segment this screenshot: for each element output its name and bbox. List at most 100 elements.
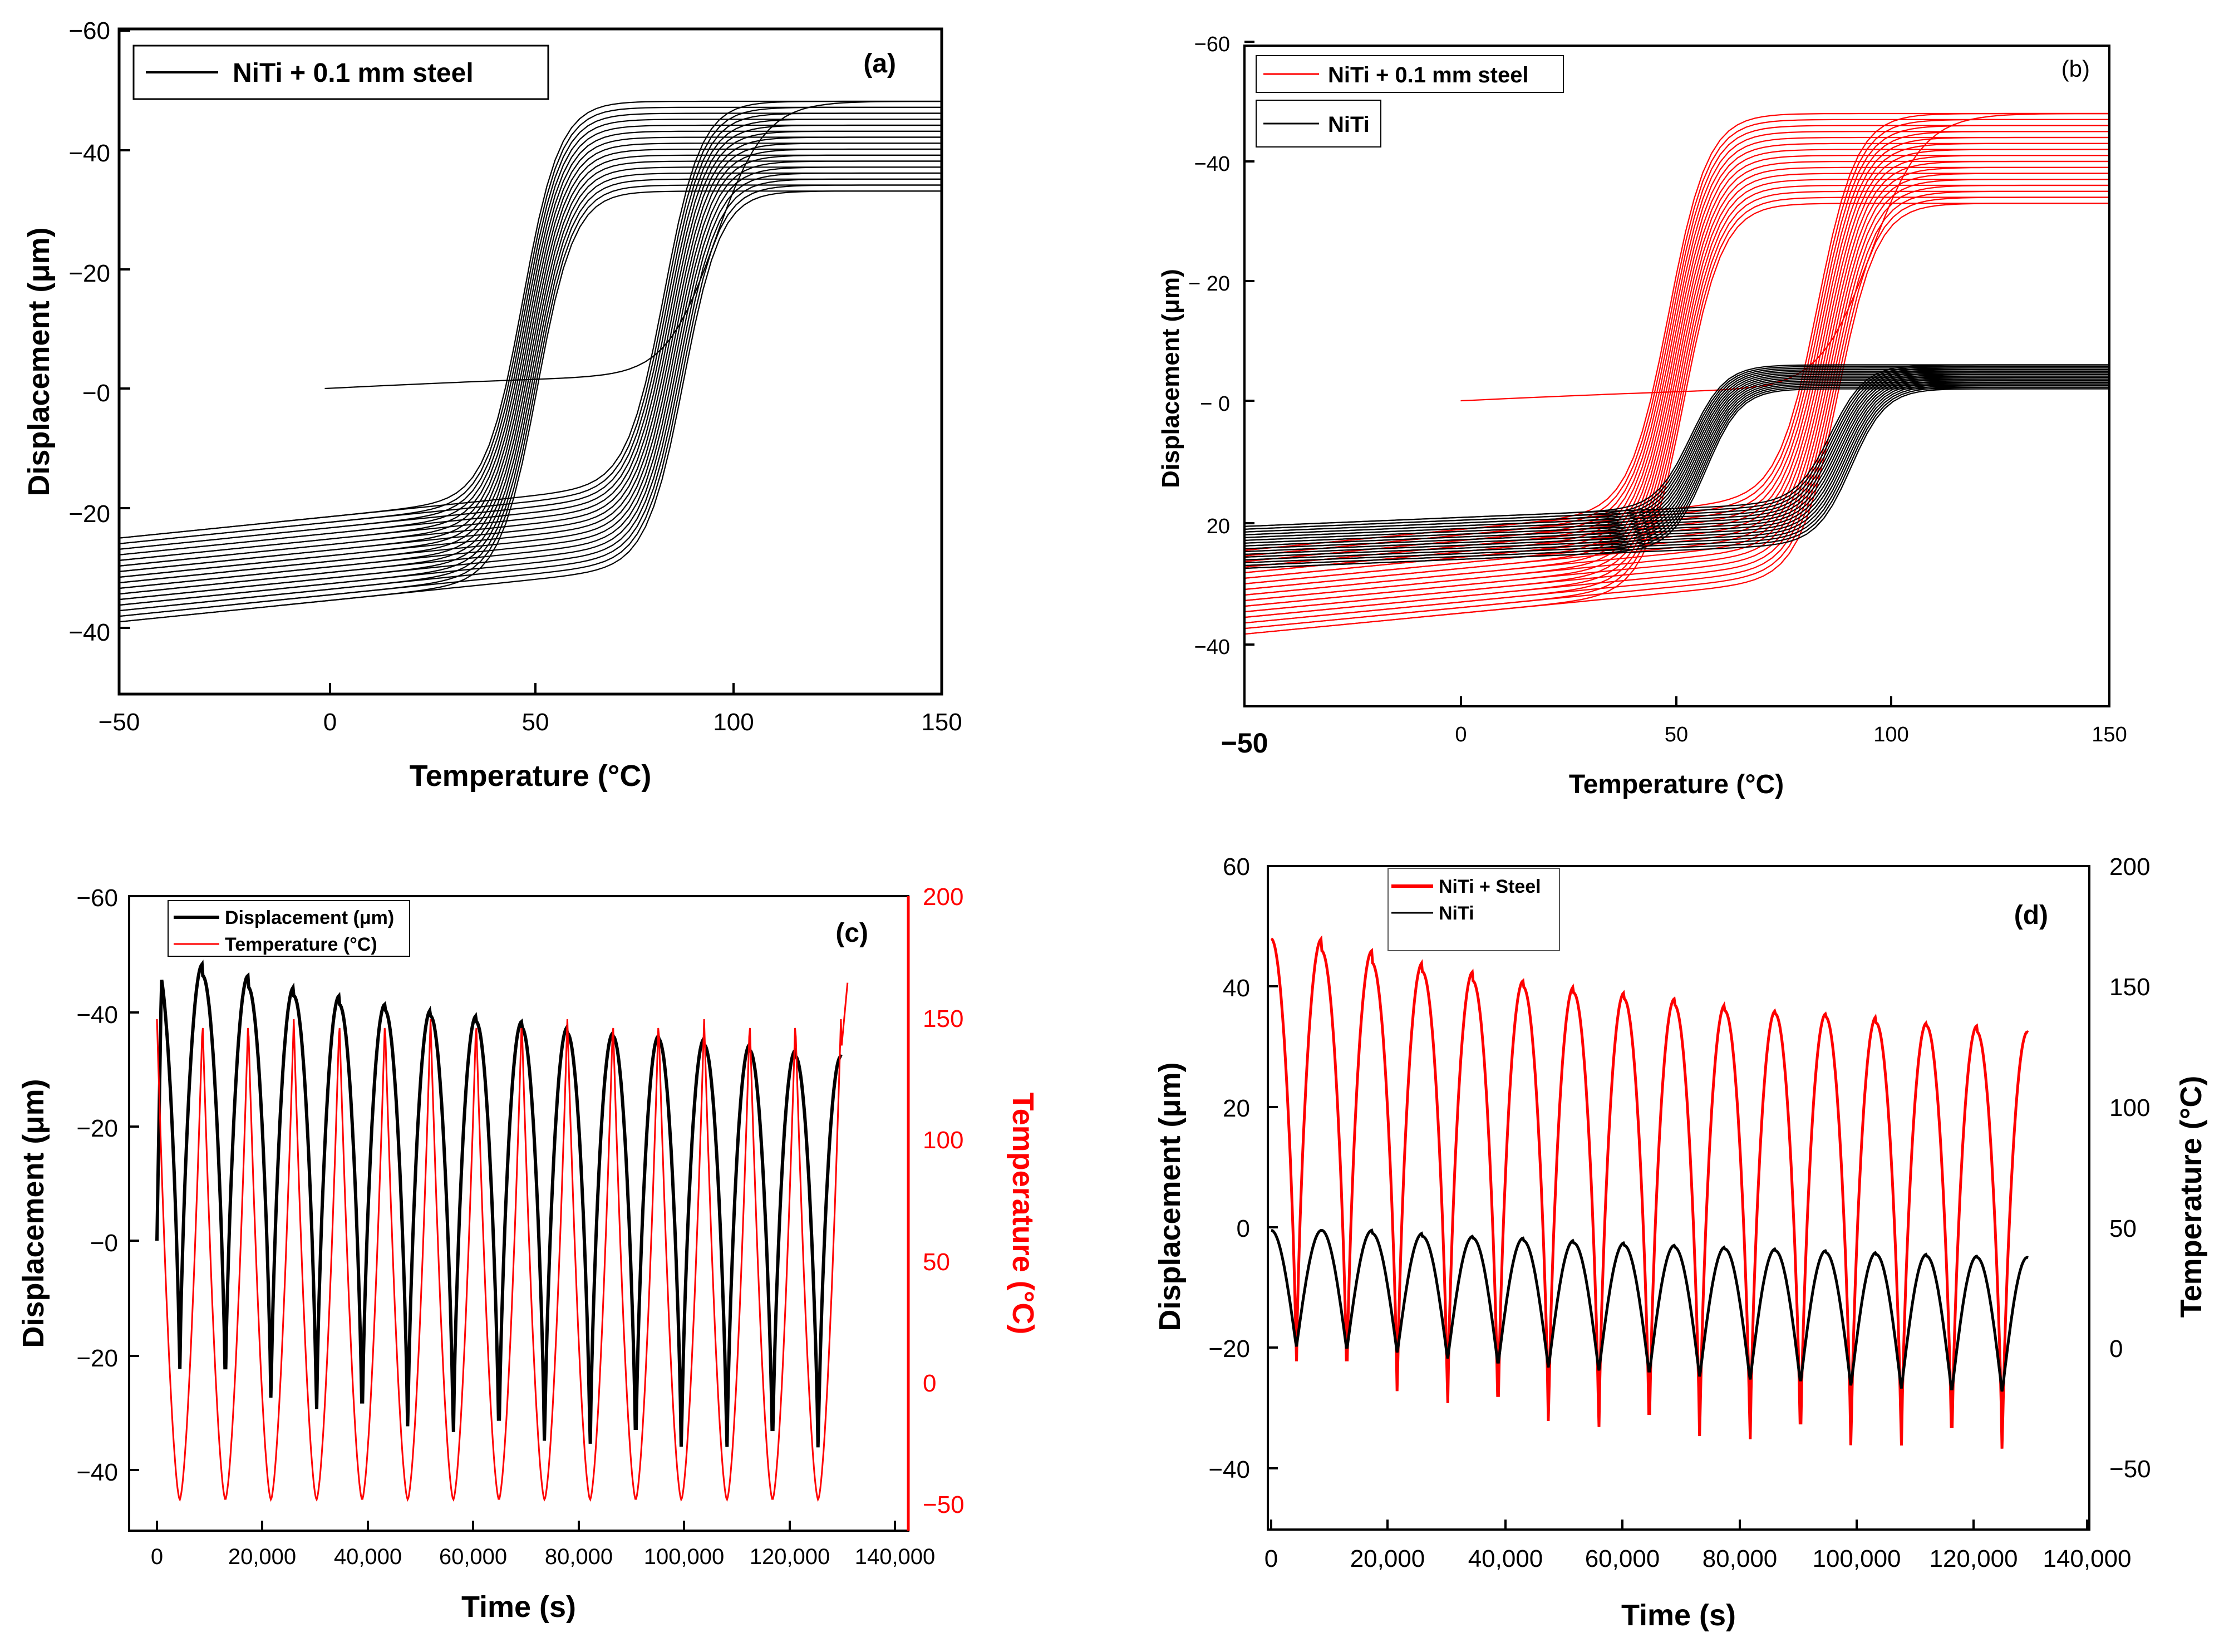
c-displacement-line xyxy=(155,960,843,1448)
a-cooling-curve-12 xyxy=(119,172,942,606)
b-ytick-0: −60 xyxy=(1194,33,1230,56)
c-xtick-4: 80,000 xyxy=(545,1545,613,1569)
b-steel-cooling-curve-12 xyxy=(1244,184,2109,618)
b-legend: NiTi + 0.1 mm steel NiTi xyxy=(1256,55,1564,148)
c-xtick-6: 120,000 xyxy=(750,1545,830,1569)
panel-a-y-ticklabels: −60 −40 −20 −0 −20 −40 xyxy=(68,17,110,646)
b-steel-cooling-curve-8 xyxy=(1244,160,2109,596)
a-cooling-curve-9 xyxy=(119,154,942,589)
a-heating-curve-6 xyxy=(119,136,942,572)
a-xlabel: Temperature (°C) xyxy=(410,759,652,793)
panel-d-frame xyxy=(1267,865,2090,1531)
b-steel-cooling-curve-0 xyxy=(1244,112,2109,551)
b-niti-cooling-curve-13 xyxy=(1244,385,2109,564)
b-ytick-4: 20 xyxy=(1207,515,1230,538)
c-y2label: Temperature (°C) xyxy=(1006,1093,1040,1335)
a-ytick-3: −0 xyxy=(82,380,110,407)
b-niti-cooling-curve-6 xyxy=(1244,373,2109,544)
d-y2tick-5: −50 xyxy=(2109,1456,2151,1483)
c-xtick-7: 140,000 xyxy=(855,1545,936,1569)
a-xtick-3: 100 xyxy=(713,709,754,736)
b-niti-cooling-curve-7 xyxy=(1244,375,2109,547)
c-ytick-4: −20 xyxy=(76,1345,118,1372)
d-niti-line xyxy=(1271,1228,2029,1392)
b-steel-cooling-curve-7 xyxy=(1244,155,2109,591)
b-xtick-2: 50 xyxy=(1665,723,1688,746)
a-cooling-curve-4 xyxy=(119,124,942,561)
a-ylabel: Displacement (μm) xyxy=(22,227,56,496)
b-ylabel: Displacement (μm) xyxy=(1157,269,1184,488)
b-legend-label-1: NiTi xyxy=(1328,112,1370,137)
c-ytick-2: −20 xyxy=(76,1115,118,1142)
d-y2tick-3: 50 xyxy=(2109,1215,2137,1242)
panel-a-frame xyxy=(117,27,943,696)
c-ytick-0: −60 xyxy=(76,884,118,912)
d-ylabel: Displacement (μm) xyxy=(1153,1062,1187,1331)
b-niti-cooling-curve-15 xyxy=(1244,388,2109,569)
b-niti-cooling-curve-2 xyxy=(1244,367,2109,533)
c-y2tick-4: 0 xyxy=(923,1370,936,1397)
c-y2tick-1: 150 xyxy=(923,1005,963,1032)
panel-c-ticks xyxy=(129,895,896,1531)
panel-d-y2-ticklabels: 200 150 100 50 0 −50 xyxy=(2109,853,2151,1483)
b-niti-cooling-curve-5 xyxy=(1244,372,2109,541)
panel-b-x-ticklabels: −50 0 50 100 150 xyxy=(1221,723,2127,759)
b-steel-cooling-curve-10 xyxy=(1244,173,2109,607)
c-y2tick-2: 100 xyxy=(923,1127,963,1154)
b-ytick-3: − 0 xyxy=(1200,392,1230,416)
b-niti-cooling-curve-10 xyxy=(1244,380,2109,555)
c-xtick-3: 60,000 xyxy=(439,1545,507,1569)
a-ytick-0: −60 xyxy=(68,17,110,45)
panel-a-x-ticklabels: −50 0 50 100 150 xyxy=(99,709,962,736)
d-legend-label-1: NiTi xyxy=(1439,903,1474,924)
b-niti-cooling-curve-8 xyxy=(1244,377,2109,549)
a-heating-curve-8 xyxy=(119,148,942,584)
b-ytick-5: −40 xyxy=(1194,636,1230,659)
b-xtick-3: 100 xyxy=(1873,723,1908,746)
d-y2tick-0: 200 xyxy=(2109,853,2150,881)
c-xtick-5: 100,000 xyxy=(644,1545,725,1569)
b-steel-cooling-curve-14 xyxy=(1244,196,2109,630)
a-panel-label: (a) xyxy=(863,49,896,78)
panel-a-ticks xyxy=(118,30,943,694)
d-xlabel: Time (s) xyxy=(1621,1599,1736,1632)
d-panel-label: (d) xyxy=(2014,901,2048,930)
b-steel-cooling-curve-4 xyxy=(1244,136,2109,573)
a-cooling-curve-3 xyxy=(119,119,942,555)
b-xtick-1: 0 xyxy=(1455,723,1467,746)
b-niti-cooling-curve-14 xyxy=(1244,386,2109,567)
panel-c-curves xyxy=(155,960,849,1502)
c-xtick-1: 20,000 xyxy=(228,1545,296,1569)
c-ytick-3: −0 xyxy=(90,1230,118,1257)
a-xtick-4: 150 xyxy=(921,709,962,736)
d-y2tick-4: 0 xyxy=(2109,1335,2123,1363)
d-y2tick-1: 150 xyxy=(2109,974,2150,1001)
a-xtick-0: −50 xyxy=(99,709,140,736)
panel-b-ticks xyxy=(1243,41,2110,706)
b-steel-cooling-curve-9 xyxy=(1244,166,2109,602)
c-y2tick-5: −50 xyxy=(923,1491,965,1518)
b-niti-heating-curve-5 xyxy=(1244,372,2109,541)
a-cooling-curve-7 xyxy=(119,142,942,578)
b-panel-label: (b) xyxy=(2061,56,2090,82)
b-steel-cooling-curve-13 xyxy=(1244,190,2109,624)
c-xlabel: Time (s) xyxy=(461,1590,576,1624)
d-y2tick-2: 100 xyxy=(2109,1094,2150,1122)
a-cooling-curve-11 xyxy=(119,166,942,601)
c-ytick-5: −40 xyxy=(76,1459,118,1486)
a-cooling-curve-10 xyxy=(119,160,942,595)
a-xtick-1: 0 xyxy=(323,709,337,736)
a-cooling-curve-14 xyxy=(119,184,942,617)
a-cooling-curve-0 xyxy=(119,100,942,539)
b-xlabel: Temperature (°C) xyxy=(1569,770,1784,799)
a-first-heating-curve xyxy=(324,101,942,390)
a-legend: NiTi + 0.1 mm steel xyxy=(132,45,549,100)
b-legend-label-0: NiTi + 0.1 mm steel xyxy=(1328,63,1529,87)
b-niti-cooling-curve-4 xyxy=(1244,370,2109,538)
panel-d-y-ticklabels: 60 40 20 0 −20 −40 xyxy=(1208,853,1250,1483)
b-niti-cooling-curve-0 xyxy=(1244,364,2109,527)
a-cooling-curve-8 xyxy=(119,148,942,584)
d-xtick-4: 80,000 xyxy=(1703,1545,1778,1572)
c-y2tick-3: 50 xyxy=(923,1248,950,1276)
